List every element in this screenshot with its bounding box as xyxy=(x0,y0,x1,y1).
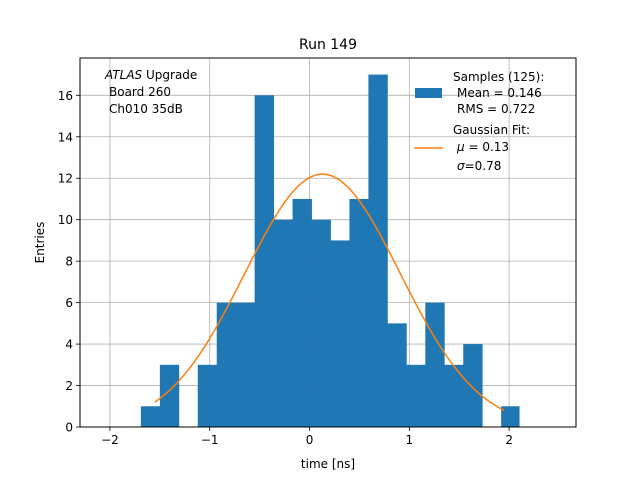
gaussian-fit-curve xyxy=(154,173,505,412)
legend-fit-mu: μ = 0.13 xyxy=(456,140,509,154)
x-tick-label: −1 xyxy=(201,433,219,447)
atlas-label: ATLAS xyxy=(104,68,143,82)
histogram-bar xyxy=(235,302,256,427)
atlas-annotation: ATLAS Upgrade Board 260 Ch010 35dB xyxy=(104,68,197,116)
y-axis-label: Entries xyxy=(33,222,47,264)
histogram-bar xyxy=(349,198,369,427)
y-tick-label: 12 xyxy=(58,172,73,186)
x-axis-label: time [ns] xyxy=(301,457,355,471)
histogram-bar xyxy=(216,302,237,427)
histogram-bar xyxy=(330,240,350,427)
legend-samples-swatch xyxy=(415,88,442,98)
annotation-line-1: ATLAS Upgrade xyxy=(104,68,197,82)
y-tick-label: 16 xyxy=(58,89,73,103)
histogram-bar xyxy=(463,344,483,427)
histogram-bar xyxy=(254,95,275,427)
histogram-bar xyxy=(406,364,426,427)
histogram-bar xyxy=(159,364,180,427)
histogram-bar xyxy=(311,219,331,427)
bars-layer xyxy=(140,74,520,428)
y-tick-label: 6 xyxy=(65,296,73,310)
legend-samples-mean: Mean = 0.146 xyxy=(457,86,542,100)
x-tick-label: 1 xyxy=(406,433,414,447)
fit-layer xyxy=(154,173,505,412)
legend-fit-sigma: σ=0.78 xyxy=(457,159,501,173)
y-tick-label: 10 xyxy=(58,213,73,227)
histogram-bar xyxy=(273,219,293,427)
y-tick-label: 2 xyxy=(65,379,73,393)
x-tick-label: 0 xyxy=(306,433,314,447)
histogram-bar xyxy=(197,364,218,427)
upgrade-label: Upgrade xyxy=(142,68,197,82)
annotation-line-2: Board 260 xyxy=(109,85,171,99)
histogram-bar xyxy=(444,364,464,427)
sigma-value: =0.78 xyxy=(465,159,502,173)
mu-value: = 0.13 xyxy=(465,140,509,154)
legend-samples-header: Samples (125): xyxy=(453,70,544,84)
y-tick-label: 8 xyxy=(65,255,73,269)
mu-symbol: μ xyxy=(456,140,465,154)
annotation-line-3: Ch010 35dB xyxy=(109,102,183,116)
y-tick-label: 14 xyxy=(58,130,73,144)
chart-title: Run 149 xyxy=(299,37,357,53)
histogram-bar xyxy=(501,406,520,427)
histogram-bar xyxy=(387,323,407,427)
y-tick-label: 4 xyxy=(65,338,73,352)
legend-fit-header: Gaussian Fit: xyxy=(453,123,530,137)
histogram-bar xyxy=(140,406,161,427)
histogram-bar xyxy=(425,302,445,427)
y-tick-label: 0 xyxy=(65,421,73,435)
x-tick-label: 2 xyxy=(505,433,513,447)
histogram-bar xyxy=(292,198,312,427)
legend-samples-rms: RMS = 0.722 xyxy=(457,102,535,116)
histogram-bar xyxy=(368,74,388,428)
axes-frame xyxy=(79,57,577,428)
sigma-symbol: σ xyxy=(457,159,465,173)
x-tick-label: −2 xyxy=(101,433,119,447)
legend: Samples (125): Mean = 0.146 RMS = 0.722 … xyxy=(414,70,544,173)
